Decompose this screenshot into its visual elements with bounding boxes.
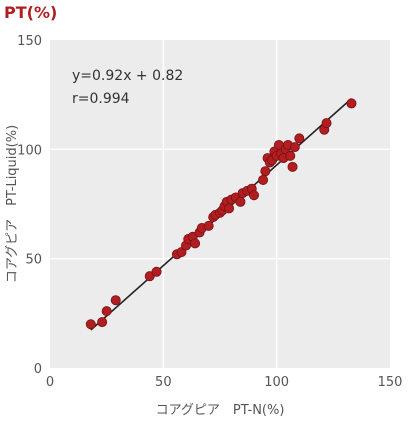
y-tick-label: 0: [34, 362, 42, 377]
data-point: [101, 306, 112, 317]
tick-labels: 0 50 100 150 0 50 100 150: [17, 34, 402, 390]
data-point: [294, 133, 305, 144]
data-point: [190, 238, 201, 249]
data-point: [260, 166, 271, 177]
y-tick-label: 150: [17, 34, 42, 49]
data-point: [285, 150, 296, 161]
y-axis-label: コアグピア PT-Liquid(%): [5, 125, 20, 283]
data-points: [85, 98, 357, 330]
x-axis-label: コアグピア PT-N(%): [156, 403, 285, 418]
data-point: [248, 190, 259, 201]
y-tick-label: 50: [25, 253, 42, 268]
y-tick-label: 100: [17, 143, 42, 158]
data-point: [321, 118, 332, 129]
data-point: [85, 319, 96, 330]
data-point: [97, 317, 108, 328]
data-point: [110, 295, 121, 306]
regression-equation: y=0.92x + 0.82: [72, 68, 183, 84]
correlation-coefficient: r=0.994: [72, 91, 130, 107]
data-point: [235, 196, 246, 207]
data-point: [346, 98, 357, 109]
data-point: [287, 161, 298, 172]
data-point: [203, 220, 214, 231]
data-point: [224, 203, 235, 214]
x-tick-label: 0: [46, 375, 54, 390]
x-tick-label: 50: [155, 375, 172, 390]
x-tick-label: 100: [264, 375, 289, 390]
data-point: [289, 142, 300, 153]
data-point: [258, 174, 269, 185]
gridlines: [50, 40, 390, 368]
chart-title: PT(%): [4, 3, 57, 22]
data-point: [151, 266, 162, 277]
x-tick-label: 150: [378, 375, 403, 390]
